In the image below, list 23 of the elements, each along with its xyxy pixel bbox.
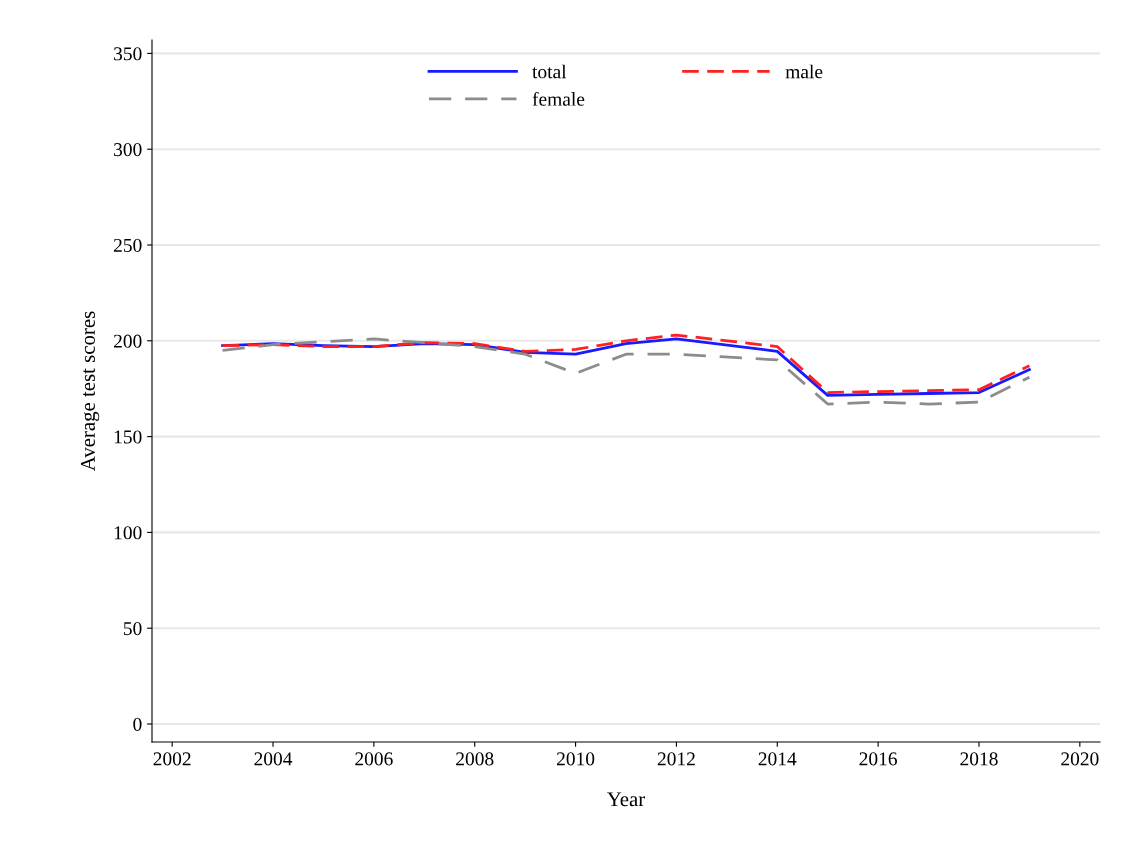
y-tick-label: 100 [114,526,142,540]
y-tick-label: 300 [114,143,142,157]
x-tick-label: 2014 [758,752,797,766]
x-tick-label: 2020 [1061,752,1099,766]
x-tick-label: 2018 [960,752,998,766]
x-tick-label: 2008 [456,752,494,766]
x-axis-title: Year [607,792,646,807]
y-tick-label: 150 [114,430,142,444]
x-tick-label: 2006 [355,752,393,766]
x-tick-label: 2002 [153,752,191,766]
legend-label: female [532,91,585,106]
y-tick-label: 200 [113,334,142,348]
x-tick-label: 2012 [657,752,695,766]
legend-label: total [532,64,567,79]
y-axis-title: Average test scores [80,311,100,472]
x-tick-label: 2016 [859,752,897,766]
legend-label: male [785,64,823,79]
y-tick-label: 250 [113,238,142,252]
x-tick-label: 2004 [254,752,293,766]
y-tick-label: 350 [114,47,142,61]
x-tick-label: 2010 [556,752,595,766]
y-tick-label: 0 [133,717,142,731]
y-tick-label: 50 [123,622,142,636]
